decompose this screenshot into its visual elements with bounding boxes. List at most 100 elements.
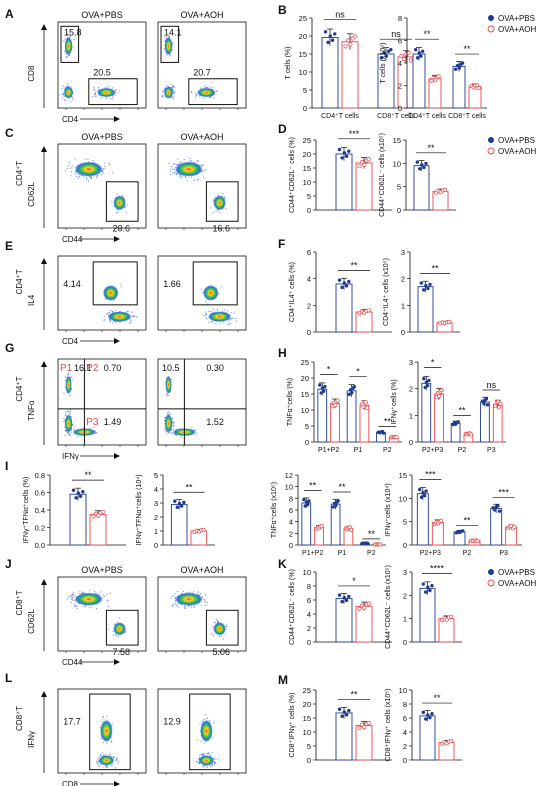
data-point <box>366 308 371 313</box>
event-dot <box>198 160 200 162</box>
flow-ylabel: CD8 <box>27 65 36 82</box>
event-dot <box>204 594 206 596</box>
data-point <box>342 596 347 600</box>
data-point <box>457 66 461 70</box>
event-dot <box>71 598 73 600</box>
event-dot <box>104 595 106 597</box>
y-tick-label: 1 <box>409 411 413 420</box>
event-dot <box>196 432 198 434</box>
event-dot <box>211 752 213 754</box>
event-dot <box>169 54 171 57</box>
event-dot <box>111 98 113 100</box>
event-dot <box>68 55 70 57</box>
event-dot <box>213 635 215 637</box>
bar <box>355 725 373 761</box>
event-dot <box>208 321 210 323</box>
event-dot <box>214 763 216 765</box>
data-point <box>428 715 432 720</box>
event-dot <box>173 93 175 95</box>
event-dot <box>111 201 113 203</box>
event-dot <box>122 194 124 197</box>
data-point <box>389 47 393 52</box>
event-dot <box>97 760 99 762</box>
y-tick-label: 15 <box>301 390 309 399</box>
event-dot <box>74 605 76 607</box>
event-dot <box>233 312 235 314</box>
density-core <box>165 375 172 395</box>
plot-frame <box>57 358 147 446</box>
event-dot <box>95 90 97 92</box>
data-point <box>348 388 353 392</box>
event-dot <box>96 763 98 765</box>
data-point <box>468 432 474 437</box>
y-tick-label: 6 <box>289 506 293 515</box>
flow-title: OVA+AOH <box>180 565 223 575</box>
y-tick-label: 2 <box>289 529 293 538</box>
event-dot <box>211 736 214 738</box>
event-dot <box>133 316 135 318</box>
event-dot <box>162 91 164 93</box>
density-core <box>96 87 116 98</box>
event-dot <box>196 760 198 762</box>
event-dot <box>171 84 173 86</box>
bar-chart-D2: 0 5 10 15 CD44⁺CD62L⁻ cells (x10⁵) ** <box>379 133 456 217</box>
event-dot <box>230 312 232 314</box>
event-dot <box>105 766 107 768</box>
event-dot <box>214 758 216 760</box>
data-point <box>347 149 351 153</box>
sig-label: ns <box>335 9 345 19</box>
y-tick-label: 1 <box>403 615 407 624</box>
event-dot <box>100 754 102 756</box>
data-point <box>320 386 325 390</box>
data-point <box>439 388 444 393</box>
y-tick-label: 0 <box>401 328 405 337</box>
event-dot <box>64 429 66 432</box>
data-point <box>474 82 479 87</box>
event-dot <box>68 596 70 598</box>
bar-chart-I3: 0 2 4 6 8 10 12 TNFα⁺cells (x10⁵) ** P1+P2 ** P1 ** P… <box>271 471 386 557</box>
event-dot <box>226 626 228 628</box>
y-tick-label: 0 <box>154 541 158 550</box>
legend-marker-aoh <box>487 147 495 155</box>
flow-plot-left: 7.58 <box>57 576 147 657</box>
event-dot <box>212 211 214 213</box>
category-label: P1+P2 <box>302 550 323 557</box>
event-dot <box>98 592 100 594</box>
y-tick-label: 0.4 <box>35 506 45 515</box>
event-dot <box>174 163 176 165</box>
event-dot <box>208 310 210 312</box>
event-dot <box>203 176 205 178</box>
event-dot <box>102 172 104 174</box>
event-dot <box>97 87 99 89</box>
bar <box>416 493 429 546</box>
legend-label: OVA+PBS <box>498 14 535 23</box>
bar <box>412 53 426 109</box>
event-dot <box>168 35 170 37</box>
event-dot <box>172 595 174 597</box>
bar-chart-F2: 0 1 2 3 CD4⁺IL4⁺ cells (x10⁵) ** <box>383 248 460 337</box>
data-point <box>417 51 421 55</box>
gate-value: 20.7 <box>193 67 211 77</box>
event-dot <box>61 97 64 99</box>
event-dot <box>207 753 209 755</box>
gate-value: 1.52 <box>206 417 224 427</box>
event-dot <box>64 434 66 437</box>
event-dot <box>166 85 168 87</box>
event-dot <box>172 97 174 99</box>
density-core <box>207 311 232 323</box>
event-dot <box>223 321 225 323</box>
gate <box>192 261 238 306</box>
y-axis-label: CD4⁺IL4⁺ cells (x10⁵) <box>383 258 390 326</box>
event-dot <box>203 719 205 721</box>
gate <box>88 78 138 106</box>
event-dot <box>221 310 224 312</box>
event-dot <box>108 86 110 88</box>
gate-value: 1.66 <box>163 279 181 289</box>
data-point <box>362 724 367 729</box>
event-dot <box>100 738 102 740</box>
event-dot <box>70 595 72 597</box>
event-dot <box>229 319 232 321</box>
event-dot <box>112 322 114 324</box>
event-dot <box>176 603 178 605</box>
